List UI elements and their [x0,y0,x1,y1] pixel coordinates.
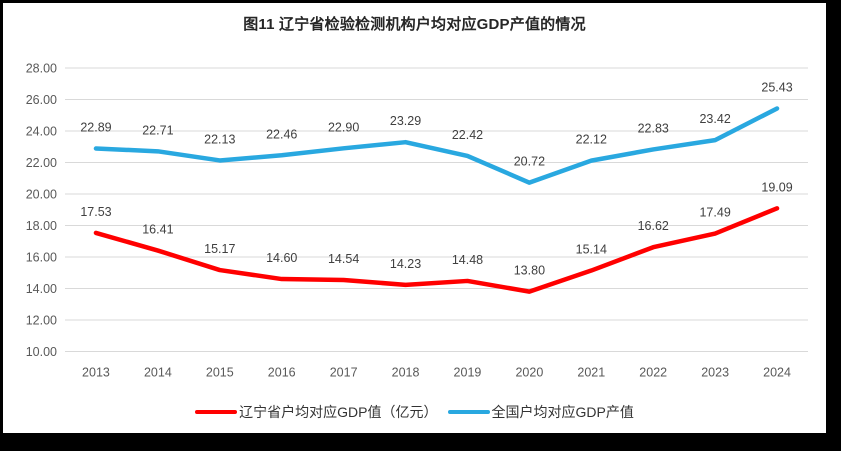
x-tick-label: 2015 [206,366,234,380]
legend-item-liaoning: 辽宁省户均对应GDP值（亿元） [195,402,438,422]
series-line-1 [93,106,780,185]
legend-line-liaoning-icon [195,410,238,414]
x-tick-label: 2020 [515,366,543,380]
y-tick-label: 14.00 [26,282,57,296]
data-label: 14.60 [266,251,297,265]
legend-label-national: 全国户均对应GDP产值 [491,404,634,420]
legend-line-national-icon [447,410,490,414]
data-label: 14.23 [390,257,421,271]
x-tick-label: 2021 [577,366,605,380]
data-label: 14.54 [328,252,359,266]
data-label: 23.42 [699,112,730,126]
data-label: 14.48 [452,253,483,267]
legend-item-national: 全国户均对应GDP产值 [447,402,634,422]
chart-canvas [3,3,826,433]
data-label: 22.90 [328,120,359,134]
data-label: 17.49 [699,206,730,220]
data-label: 22.46 [266,127,297,141]
y-tick-label: 10.00 [26,345,57,359]
x-tick-label: 2022 [639,366,667,380]
data-label: 22.42 [452,128,483,142]
chart-title: 图11 辽宁省检验检测机构户均对应GDP产值的情况 [243,16,586,33]
y-tick-label: 12.00 [26,314,57,328]
y-tick-label: 18.00 [26,219,57,233]
legend: 辽宁省户均对应GDP值（亿元） 全国户均对应GDP产值 [3,402,826,422]
legend-label-liaoning: 辽宁省户均对应GDP值（亿元） [239,404,438,420]
x-tick-label: 2023 [701,366,729,380]
x-tick-label: 2013 [82,366,110,380]
x-tick-label: 2019 [454,366,482,380]
data-label: 15.17 [204,242,235,256]
data-label: 22.13 [204,132,235,146]
data-label: 22.83 [638,121,669,135]
x-tick-label: 2017 [330,366,358,380]
x-tick-label: 2018 [392,366,420,380]
data-label: 17.53 [80,205,111,219]
data-label: 16.62 [638,219,669,233]
y-tick-label: 26.00 [26,93,57,107]
series-line-0 [93,206,780,294]
data-label: 19.09 [761,180,792,194]
y-tick-label: 22.00 [26,156,57,170]
data-label: 22.12 [576,133,607,147]
data-label: 16.41 [142,223,173,237]
x-tick-label: 2014 [144,366,172,380]
x-tick-label: 2024 [763,366,791,380]
data-label: 23.29 [390,114,421,128]
y-tick-label: 24.00 [26,125,57,139]
x-tick-label: 2016 [268,366,296,380]
y-tick-label: 16.00 [26,251,57,265]
y-tick-label: 20.00 [26,188,57,202]
data-label: 22.89 [80,120,111,134]
data-label: 13.80 [514,264,545,278]
y-tick-label: 28.00 [26,62,57,76]
data-label: 15.14 [576,243,607,257]
data-label: 22.71 [142,123,173,137]
data-label: 25.43 [761,80,792,94]
data-label: 20.72 [514,155,545,169]
